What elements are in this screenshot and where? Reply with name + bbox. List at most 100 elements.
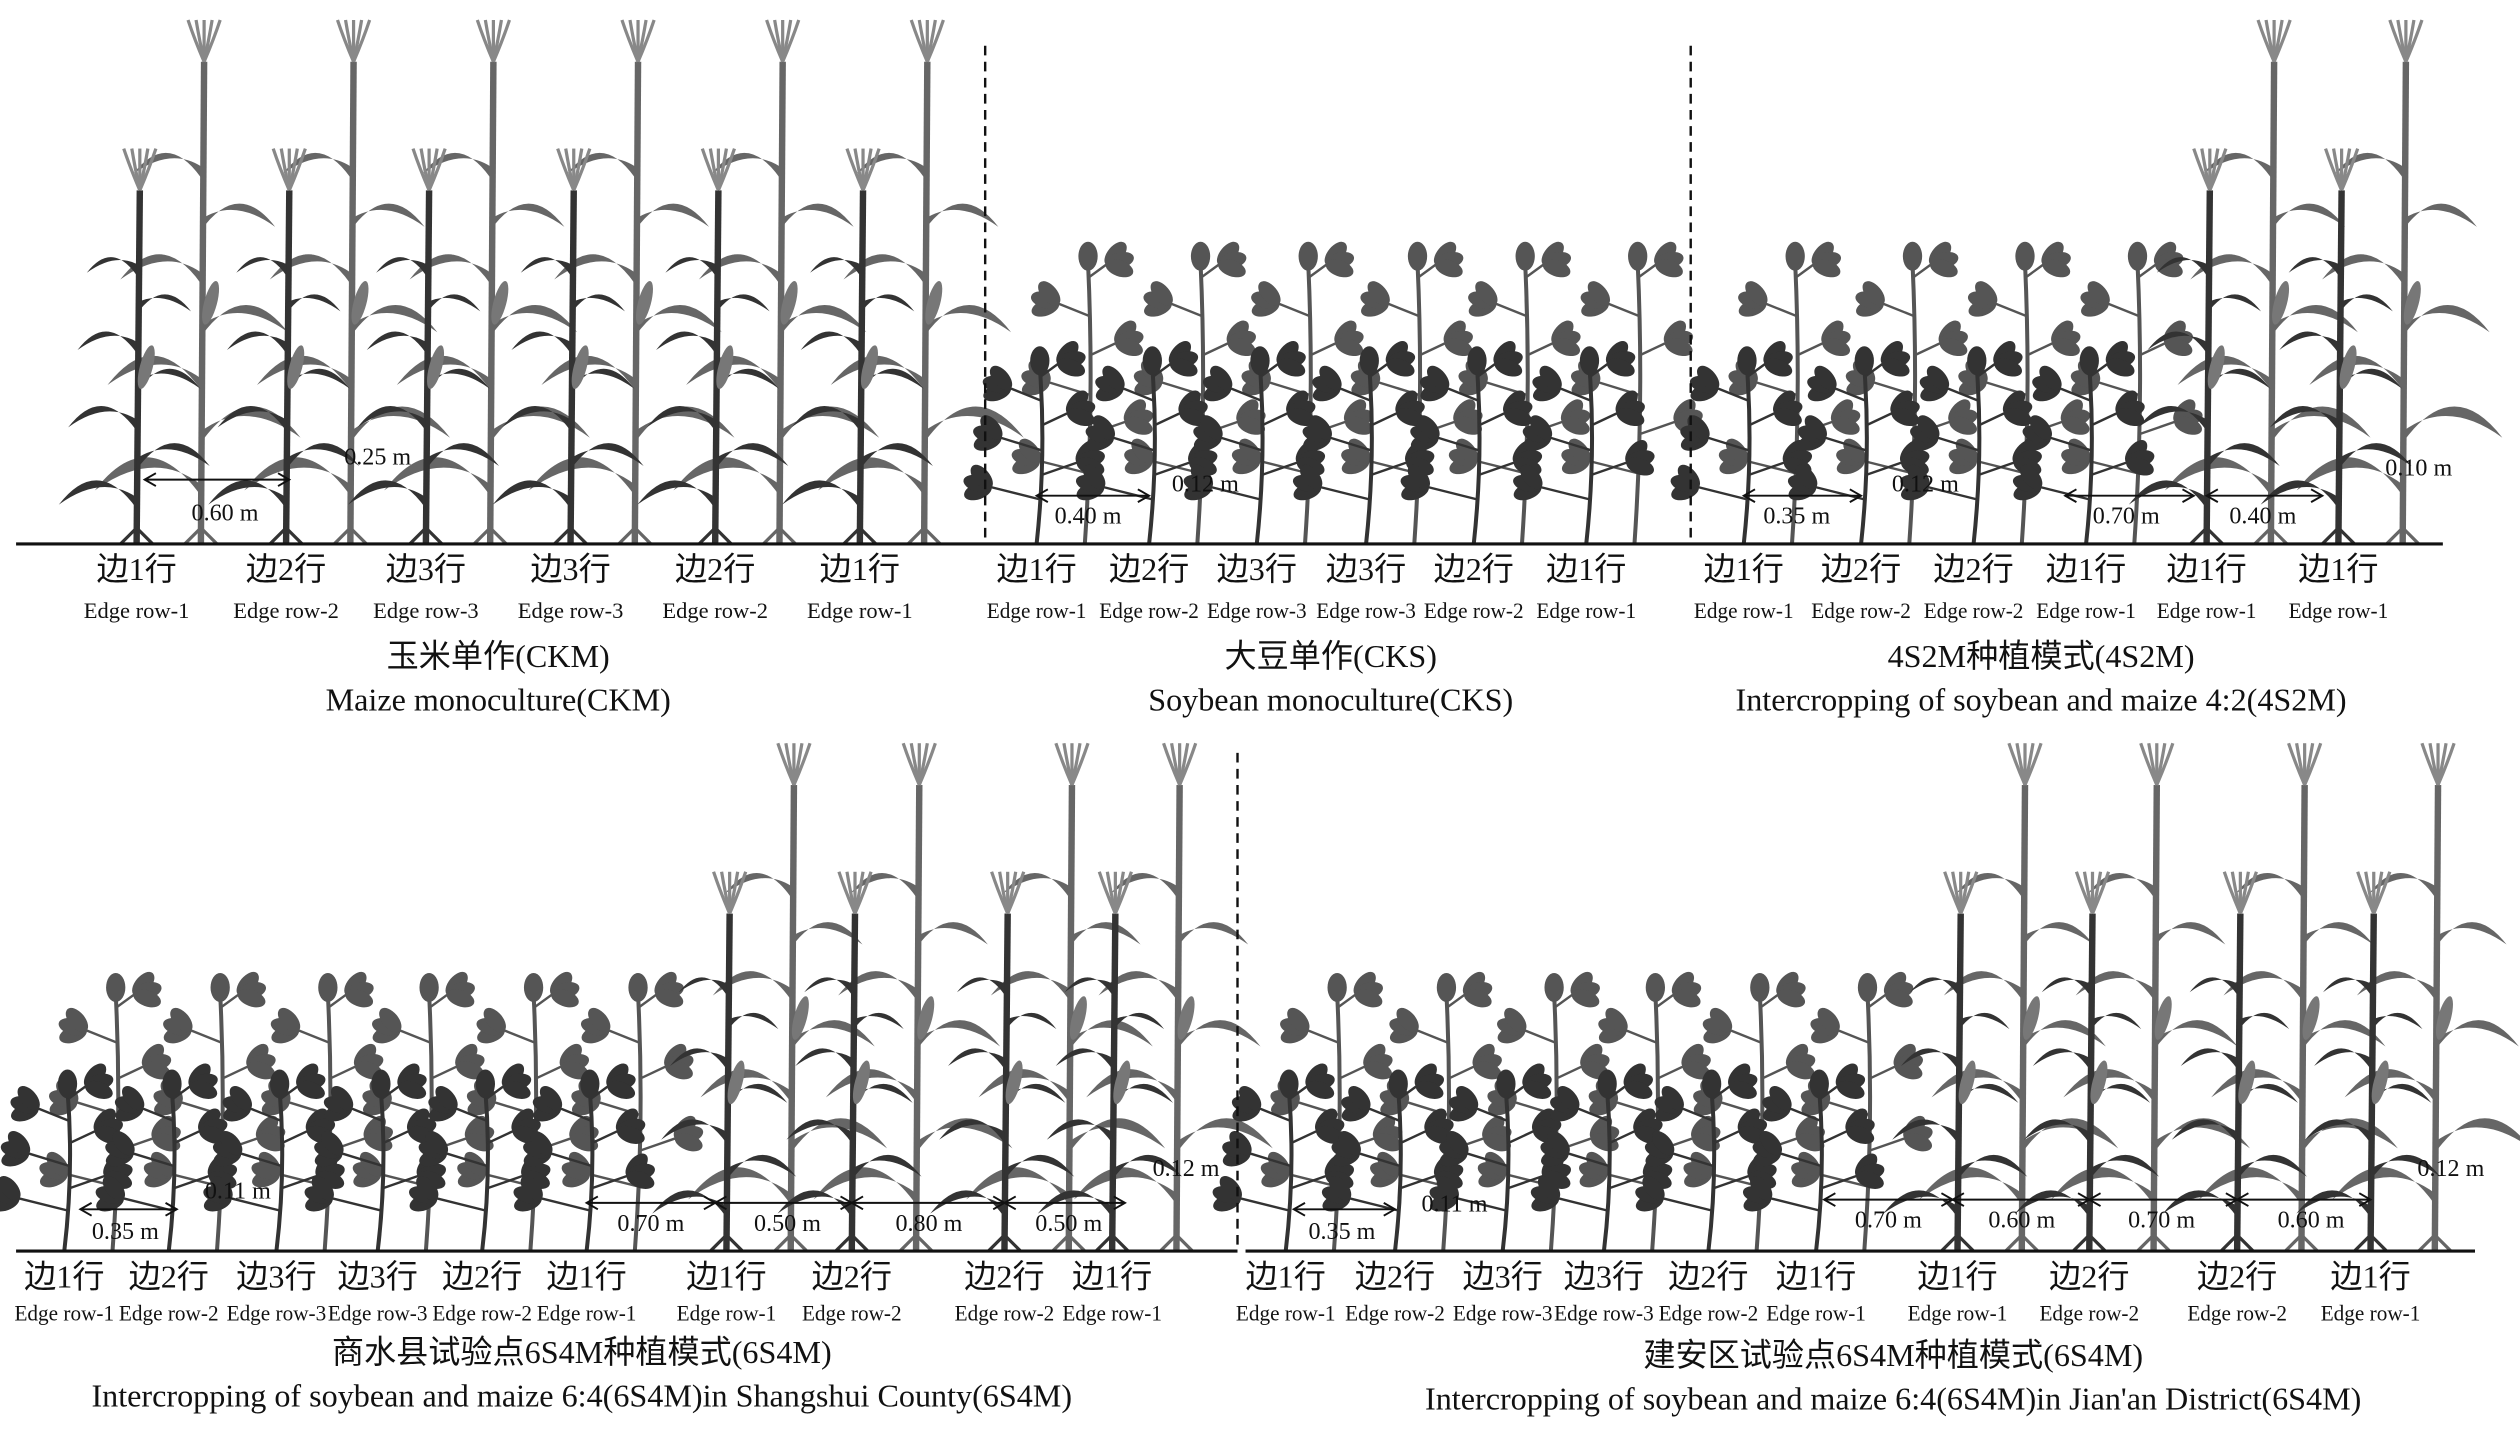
petiole [1040,411,1070,427]
roots [987,1232,1022,1253]
leaflet [1737,346,1757,376]
leaf [2314,1048,2371,1069]
leaf [2338,294,2393,315]
leaf [1004,1083,1066,1106]
leaflet [220,1130,243,1156]
leaf [2177,355,2271,390]
row-label-zh: 边3行 [386,551,466,587]
petiole [549,1151,592,1168]
leaflet [1277,358,1306,377]
petiole [280,1129,310,1145]
leaflet [1319,365,1342,391]
leaf [916,1020,1001,1051]
row-label-zh: 边3行 [530,551,610,587]
petiole [330,1196,383,1213]
petiole [1261,460,1299,477]
leaflet [989,365,1013,391]
leaf [673,457,780,496]
leaf [2323,977,2371,995]
row-label-en: Edge row-2 [1811,598,1911,623]
ear [925,281,943,325]
leaflet [1904,1133,1933,1152]
tassel [1070,742,1090,786]
leaf [1068,1020,1153,1051]
leaf [502,405,571,431]
leaf [2164,457,2271,496]
leaf [2237,1154,2307,1181]
row-label-en: Edge row-1 [2289,598,2389,623]
maize-plant [1919,742,2119,1253]
leaflet [106,973,126,1002]
leaflet [2155,259,2183,278]
leaf [1112,1012,1165,1032]
spacing-label: 0.40 m [2229,504,2296,530]
petiole [1526,262,1546,278]
tassel [2155,742,2175,786]
leaf [939,1119,1005,1144]
soybean-plant [203,1063,345,1252]
caption-en: Soybean monoculture(CKS) [1148,681,1513,717]
petiole [1680,1106,1714,1123]
leaflet [1407,241,1428,271]
roots [1051,1232,1086,1253]
soybean-plant [513,1063,655,1252]
soybean-plant [0,1063,133,1252]
petiole [1111,436,1155,452]
soybean-plant [304,1063,447,1252]
leaf [800,331,860,353]
leaflet [655,989,684,1008]
leaflet [1655,259,1683,278]
row-label-zh: 边2行 [812,1258,892,1294]
stalk [197,61,208,544]
stalk [2150,784,2160,1252]
spacing-label: 0.25 m [344,444,411,470]
leaf [2334,152,2403,178]
maize-plant [2015,871,2160,1253]
stalk [631,61,642,544]
row-label-en: Edge row-2 [1659,1301,1759,1326]
spacing-label: 0.50 m [754,1211,821,1237]
petiole [1008,386,1042,402]
petiole [1290,1174,1328,1190]
soybean-plant [1900,341,2042,545]
caption-zh: 大豆单作(CKS) [1225,638,1437,674]
leaflet [2052,338,2080,357]
leaf [777,1190,852,1218]
leaflet [1690,1151,1713,1177]
petiole [1926,485,1979,501]
roots [2321,525,2356,546]
petiole [591,1174,629,1190]
roots [119,525,154,546]
leaflet [2106,358,2135,377]
leaflet [1894,1061,1923,1080]
labels: 边1行 Edge row-1 边2行 Edge row-2 边3行 Edge row-3 边… [14,444,2484,1416]
leaflet [1078,241,1098,271]
leaflet [483,1007,506,1033]
row-label-en: Edge row-2 [955,1301,1055,1326]
soybean-plant [1075,341,1218,545]
leaflet [1664,338,1693,357]
arrow [2204,488,2325,503]
petiole [1760,992,1780,1008]
row-label-en: Edge row-3 [1207,598,1307,623]
leaflet [1057,358,1086,377]
leaflet [1327,973,1347,1002]
row-label-zh: 边1行 [686,1258,766,1294]
leaf [2162,1190,2238,1218]
ear [860,345,878,389]
row-label-en: Edge row-1 [84,598,190,623]
petiole [1306,1028,1340,1044]
petiole [1977,411,2007,427]
leaflet [1377,1151,1400,1177]
leaflet [1750,1175,1773,1201]
petiole [1590,411,1619,427]
leaflet [1854,346,1874,376]
stalk [486,61,497,544]
leaflet [210,1175,233,1201]
row-label-en: Edge row-3 [1554,1301,1654,1326]
tassel [287,148,307,191]
tassel [2303,742,2323,786]
leaflet [2116,407,2145,427]
petiole [1661,1196,1714,1213]
petiole [1219,436,1262,452]
